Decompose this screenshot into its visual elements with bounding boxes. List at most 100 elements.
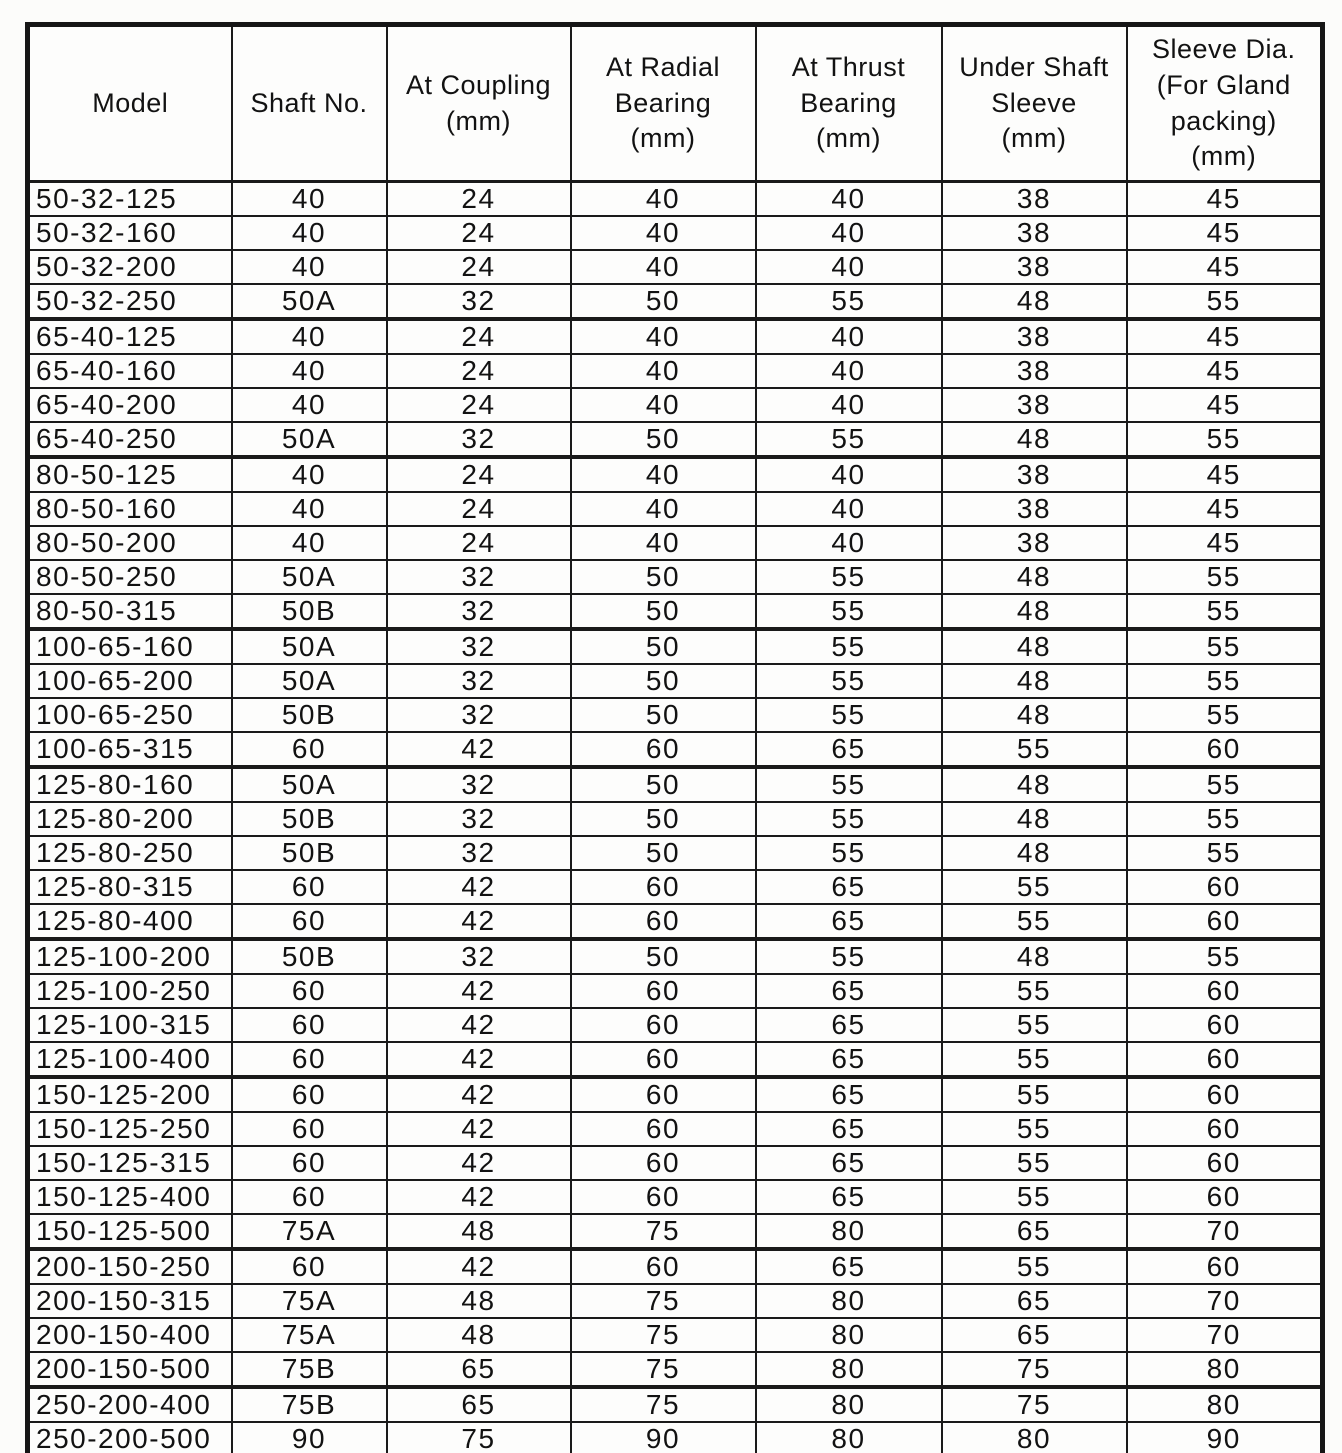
value-cell: 60	[569, 1041, 757, 1078]
value-cell: 60	[1125, 1111, 1324, 1147]
value-cell: 55	[940, 973, 1128, 1009]
value-cell: 48	[940, 559, 1128, 595]
value-cell: 55	[754, 835, 943, 871]
value-cell: 50B	[230, 593, 388, 630]
value-cell: 24	[385, 317, 572, 355]
value-cell: 45	[1125, 180, 1324, 217]
model-cell: 125-100-315	[26, 1007, 233, 1043]
value-cell: 40	[754, 249, 943, 285]
value-cell: 38	[940, 455, 1128, 493]
model-cell: 100-65-200	[26, 663, 233, 699]
value-cell: 48	[385, 1213, 572, 1250]
model-cell: 80-50-315	[26, 593, 233, 630]
value-cell: 80	[754, 1421, 943, 1453]
model-cell: 80-50-125	[26, 455, 233, 493]
value-cell: 40	[569, 249, 757, 285]
value-cell: 65	[754, 869, 943, 905]
value-cell: 65	[754, 1007, 943, 1043]
value-cell: 40	[230, 317, 388, 355]
value-cell: 70	[1125, 1213, 1324, 1250]
value-cell: 75A	[230, 1317, 388, 1353]
value-cell: 55	[940, 1179, 1128, 1215]
column-header: At Thrust Bearing (mm)	[754, 23, 943, 183]
table-row: 125-80-315 60 42 60 65 55 60	[26, 869, 1324, 905]
value-cell: 75A	[230, 1283, 388, 1319]
value-cell: 60	[569, 731, 757, 768]
table-row: 100-65-250 50B 32 50 55 48 55	[26, 697, 1324, 733]
model-cell: 100-65-250	[26, 697, 233, 733]
value-cell: 40	[754, 455, 943, 493]
table-row: 150-125-200 60 42 60 65 55 60	[26, 1075, 1324, 1113]
value-cell: 55	[940, 1075, 1128, 1113]
value-cell: 60	[1125, 1145, 1324, 1181]
table-row: 65-40-200 40 24 40 40 38 45	[26, 387, 1324, 423]
value-cell: 40	[754, 317, 943, 355]
model-cell: 80-50-160	[26, 491, 233, 527]
value-cell: 75	[569, 1213, 757, 1250]
value-cell: 50	[569, 627, 757, 665]
value-cell: 50	[569, 765, 757, 803]
value-cell: 40	[230, 455, 388, 493]
value-cell: 40	[569, 525, 757, 561]
value-cell: 48	[940, 421, 1128, 458]
model-cell: 125-80-200	[26, 801, 233, 837]
value-cell: 38	[940, 249, 1128, 285]
model-cell: 50-32-160	[26, 215, 233, 251]
model-cell: 150-125-315	[26, 1145, 233, 1181]
value-cell: 55	[754, 559, 943, 595]
value-cell: 55	[1125, 801, 1324, 837]
table-row: 50-32-160 40 24 40 40 38 45	[26, 215, 1324, 251]
value-cell: 40	[230, 353, 388, 389]
model-cell: 200-150-315	[26, 1283, 233, 1319]
column-header: Shaft No.	[230, 23, 388, 183]
value-cell: 45	[1125, 317, 1324, 355]
table-row: 50-32-200 40 24 40 40 38 45	[26, 249, 1324, 285]
model-cell: 125-80-400	[26, 903, 233, 940]
value-cell: 40	[230, 491, 388, 527]
value-cell: 75	[569, 1283, 757, 1319]
value-cell: 60	[230, 1075, 388, 1113]
value-cell: 60	[569, 1145, 757, 1181]
table-row: 125-100-200 50B 32 50 55 48 55	[26, 937, 1324, 975]
model-cell: 65-40-125	[26, 317, 233, 355]
value-cell: 65	[385, 1351, 572, 1388]
value-cell: 38	[940, 525, 1128, 561]
value-cell: 55	[754, 593, 943, 630]
value-cell: 45	[1125, 215, 1324, 251]
value-cell: 55	[940, 1145, 1128, 1181]
value-cell: 32	[385, 283, 572, 320]
value-cell: 80	[754, 1385, 943, 1423]
table-row: 50-32-125 40 24 40 40 38 45	[26, 180, 1324, 217]
value-cell: 65	[754, 731, 943, 768]
value-cell: 42	[385, 1145, 572, 1181]
value-cell: 40	[569, 215, 757, 251]
value-cell: 55	[754, 283, 943, 320]
model-cell: 100-65-315	[26, 731, 233, 768]
value-cell: 65	[940, 1283, 1128, 1319]
value-cell: 24	[385, 249, 572, 285]
value-cell: 75	[385, 1421, 572, 1453]
value-cell: 55	[754, 421, 943, 458]
table-row: 200-150-400 75A 48 75 80 65 70	[26, 1317, 1324, 1353]
value-cell: 42	[385, 1111, 572, 1147]
value-cell: 65	[940, 1213, 1128, 1250]
table-row: 80-50-160 40 24 40 40 38 45	[26, 491, 1324, 527]
model-cell: 150-125-400	[26, 1179, 233, 1215]
value-cell: 80	[754, 1283, 943, 1319]
table-row: 50-32-250 50A 32 50 55 48 55	[26, 283, 1324, 320]
value-cell: 45	[1125, 387, 1324, 423]
value-cell: 48	[940, 663, 1128, 699]
model-cell: 200-150-500	[26, 1351, 233, 1388]
model-cell: 150-125-200	[26, 1075, 233, 1113]
model-cell: 65-40-250	[26, 421, 233, 458]
table-row: 250-200-500 90 75 90 80 80 90	[26, 1421, 1324, 1453]
value-cell: 42	[385, 1247, 572, 1285]
value-cell: 40	[754, 387, 943, 423]
model-cell: 50-32-200	[26, 249, 233, 285]
value-cell: 60	[230, 1247, 388, 1285]
header-row: Model Shaft No. At Coupling (mm) At Radial …	[26, 23, 1324, 183]
value-cell: 55	[1125, 835, 1324, 871]
value-cell: 50	[569, 801, 757, 837]
value-cell: 60	[569, 869, 757, 905]
value-cell: 50B	[230, 697, 388, 733]
